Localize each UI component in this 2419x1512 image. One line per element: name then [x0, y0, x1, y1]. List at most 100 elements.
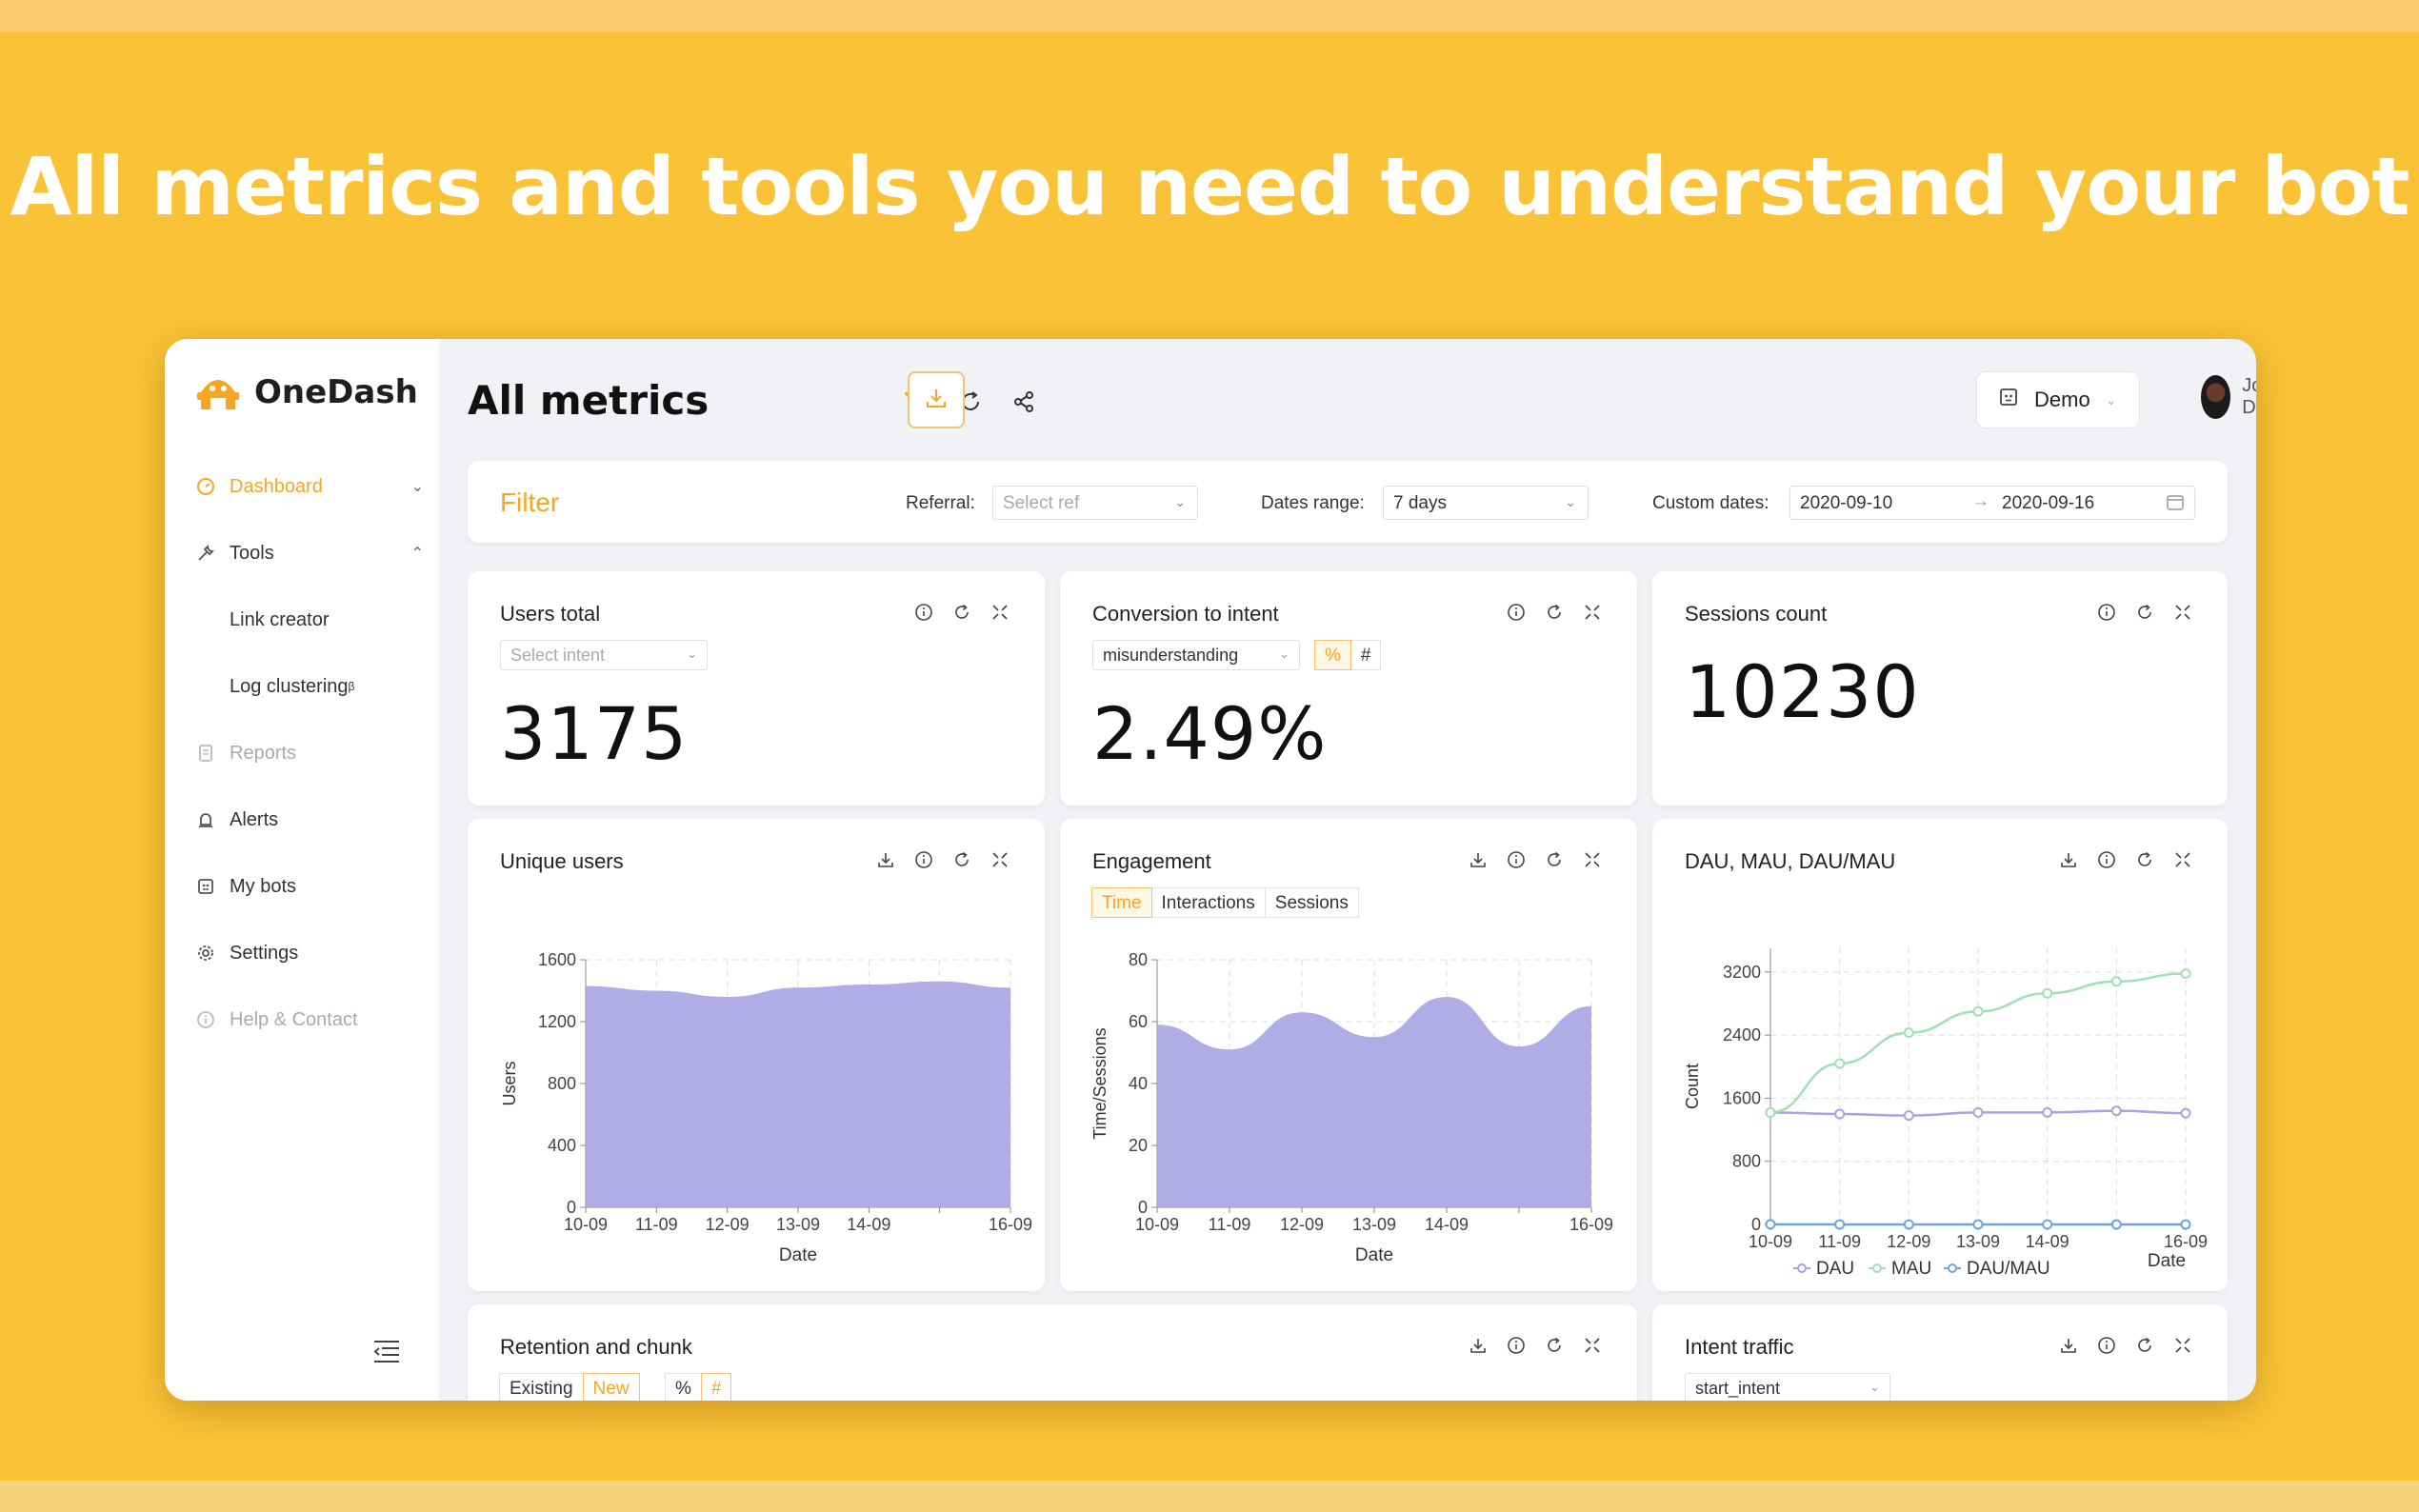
- app-name: OneDash: [254, 373, 418, 411]
- sidebar-item-alerts[interactable]: Alerts: [195, 786, 424, 853]
- data-point: [2180, 968, 2191, 980]
- share-icon[interactable]: [1007, 385, 1041, 419]
- info-icon[interactable]: [1506, 1335, 1527, 1356]
- refresh-icon[interactable]: [2134, 1335, 2155, 1356]
- intent-traffic-value: start_intent: [1695, 1379, 1781, 1398]
- legend-label: DAU: [1816, 1259, 1854, 1279]
- dates-range-select[interactable]: 7 days ⌄: [1383, 486, 1589, 520]
- info-icon[interactable]: [2096, 1335, 2117, 1356]
- sidebar-item-reports[interactable]: Reports: [195, 720, 424, 786]
- info-icon[interactable]: [1506, 849, 1527, 870]
- intent-select[interactable]: Select intent ⌄: [500, 640, 708, 670]
- download-icon[interactable]: [1468, 1335, 1489, 1356]
- info-icon[interactable]: [913, 602, 934, 623]
- refresh-icon[interactable]: [1544, 1335, 1565, 1356]
- referral-select[interactable]: Select ref ⌄: [992, 486, 1198, 520]
- info-icon[interactable]: [913, 849, 934, 870]
- user-menu[interactable]: John Doe ⌄: [2201, 375, 2256, 419]
- card-title: DAU, MAU, DAU/MAU: [1685, 849, 1896, 873]
- expand-icon[interactable]: [2172, 602, 2193, 623]
- tab-new[interactable]: New: [582, 1373, 640, 1401]
- conversion-intent-select[interactable]: misunderstanding ⌄: [1092, 640, 1300, 670]
- date-to-input[interactable]: 2020-09-16: [2002, 493, 2095, 513]
- count-toggle[interactable]: #: [700, 1373, 732, 1401]
- expand-icon[interactable]: [1582, 849, 1603, 870]
- intent-traffic-select[interactable]: start_intent ⌄: [1685, 1373, 1890, 1401]
- refresh-icon[interactable]: [951, 849, 972, 870]
- tab-existing[interactable]: Existing: [499, 1373, 584, 1401]
- tab-time[interactable]: Time: [1091, 887, 1152, 918]
- refresh-icon[interactable]: [951, 602, 972, 623]
- collapse-sidebar-icon[interactable]: [372, 1339, 401, 1363]
- y-tick-label: 3200: [1723, 963, 1761, 982]
- download-icon[interactable]: [2058, 1335, 2079, 1356]
- logo[interactable]: OneDash: [195, 371, 418, 413]
- sidebar-item-label: Log clustering: [230, 675, 349, 697]
- expand-icon[interactable]: [1582, 602, 1603, 623]
- demo-bot-selector[interactable]: Demo ⌄: [1976, 371, 2140, 428]
- sidebar-item-dashboard[interactable]: Dashboard ⌄: [195, 453, 424, 520]
- download-icon[interactable]: [1468, 849, 1489, 870]
- expand-icon[interactable]: [990, 602, 1010, 623]
- expand-icon[interactable]: [990, 849, 1010, 870]
- download-icon: [924, 386, 949, 415]
- expand-icon[interactable]: [1582, 1335, 1603, 1356]
- count-toggle[interactable]: #: [1349, 640, 1382, 670]
- x-tick-label: 13-09: [1956, 1232, 2000, 1251]
- percent-toggle[interactable]: %: [665, 1373, 702, 1401]
- series-dau: [1765, 1105, 2191, 1122]
- expand-icon[interactable]: [2172, 849, 2193, 870]
- download-icon[interactable]: [875, 849, 896, 870]
- refresh-icon[interactable]: [1544, 602, 1565, 623]
- sidebar-item-settings[interactable]: Settings: [195, 920, 424, 986]
- sidebar-item-label: Alerts: [230, 808, 279, 830]
- dau-mau-chart: 0 800 1600 2400 3200 10-09 11-09 12-09 13-09 14-0…: [1683, 948, 2208, 1279]
- x-tick-label: 14-09: [847, 1215, 890, 1234]
- x-axis-label: Date: [779, 1245, 817, 1265]
- sidebar-item-tools[interactable]: Tools ⌃: [195, 520, 424, 587]
- info-icon[interactable]: [2096, 602, 2117, 623]
- onedash-logo-icon: [195, 371, 241, 413]
- engagement-chart: 0 20 40 60 80 10-09 11-09 12-09 13-09 14-09 16-09 D…: [1090, 950, 1613, 1265]
- legend-marker: [1948, 1263, 1957, 1273]
- refresh-icon[interactable]: [2134, 602, 2155, 623]
- custom-dates-range-picker[interactable]: 2020-09-10 → 2020-09-16: [1789, 486, 2195, 520]
- y-tick-label: 0: [1751, 1215, 1761, 1234]
- info-icon[interactable]: [2096, 849, 2117, 870]
- help-icon: [195, 1009, 216, 1030]
- sidebar-item-log-clustering[interactable]: Log clustering β: [195, 653, 424, 720]
- data-point: [2110, 976, 2122, 987]
- info-icon[interactable]: [1506, 602, 1527, 623]
- data-point: [2180, 1219, 2191, 1230]
- percent-toggle[interactable]: %: [1314, 640, 1351, 670]
- x-tick-label: 10-09: [564, 1215, 608, 1234]
- bottom-band: [0, 1481, 2419, 1512]
- data-point: [1972, 1106, 1984, 1118]
- intent-placeholder: Select intent: [510, 646, 606, 665]
- sidebar-item-help[interactable]: Help & Contact: [195, 986, 424, 1053]
- card-title: Users total: [500, 602, 601, 626]
- refresh-icon[interactable]: [1544, 849, 1565, 870]
- y-tick-label: 2400: [1723, 1025, 1761, 1044]
- download-icon[interactable]: [2058, 849, 2079, 870]
- download-button[interactable]: [908, 371, 965, 428]
- conversion-card: Conversion to intent misunderstanding ⌄ …: [1060, 571, 1637, 806]
- x-tick-label: 12-09: [706, 1215, 750, 1234]
- data-point: [1903, 1219, 1914, 1230]
- data-point: [2110, 1105, 2122, 1117]
- y-tick-label: 400: [548, 1136, 576, 1155]
- tab-interactions[interactable]: Interactions: [1150, 887, 1266, 918]
- dashboard-icon: [195, 476, 216, 497]
- refresh-icon[interactable]: [2134, 849, 2155, 870]
- demo-label: Demo: [2034, 388, 2090, 411]
- expand-icon[interactable]: [2172, 1335, 2193, 1356]
- x-tick-label: 11-09: [1209, 1215, 1251, 1234]
- x-tick-label: 16-09: [2164, 1232, 2208, 1251]
- area-series: [586, 981, 1010, 1207]
- sidebar-item-my-bots[interactable]: My bots: [195, 853, 424, 920]
- sessions-count-value: 10230: [1685, 649, 1920, 734]
- date-from-input[interactable]: 2020-09-10: [1800, 493, 1893, 513]
- y-tick-label: 40: [1129, 1074, 1148, 1093]
- tab-sessions[interactable]: Sessions: [1264, 887, 1359, 918]
- sidebar-item-link-creator[interactable]: Link creator: [195, 587, 424, 653]
